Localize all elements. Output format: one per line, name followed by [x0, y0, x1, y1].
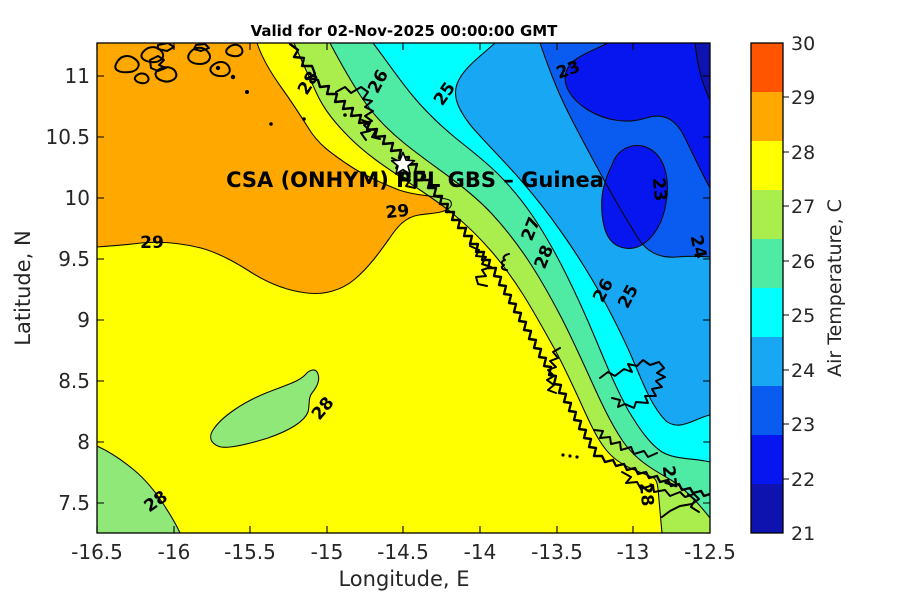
y-tick-label: 10.5 — [45, 125, 90, 149]
coastline-island-tangle — [599, 359, 666, 409]
coastline-top-tangle2 — [361, 119, 381, 140]
band-blue-upper-21-22 — [565, 43, 710, 188]
coastline-estuary-a2 — [500, 253, 510, 271]
x-tick-label: -12.5 — [684, 540, 736, 564]
y-axis: 11 10.5 10 9.5 9 8.5 8 7.5 Latitude, N — [11, 64, 90, 515]
colorbar-band — [751, 43, 783, 92]
x-tick-label: -15.5 — [224, 540, 276, 564]
x-tick-label: -14 — [464, 540, 497, 564]
y-tick-label: 11 — [65, 64, 90, 88]
colorbar-band — [751, 288, 783, 337]
band-blue-blob-23 — [601, 145, 668, 249]
x-tick-label: -14.5 — [377, 540, 429, 564]
plot-title: Valid for 02-Nov-2025 00:00:00 GMT — [251, 22, 559, 40]
contour-line-28-corner — [96, 445, 181, 534]
contour-label: 27 — [658, 465, 680, 491]
colorbar-band — [751, 141, 783, 190]
axis-tick-marks — [96, 43, 710, 533]
contour-label: 23 — [648, 177, 670, 203]
colorbar-tick-label: 24 — [791, 360, 815, 382]
y-axis-label: Latitude, N — [11, 230, 35, 346]
colorbar-tick-label: 25 — [791, 305, 815, 327]
island — [114, 55, 140, 74]
coastline-estuary-d — [593, 429, 658, 458]
band-green-corner-28 — [97, 446, 180, 533]
colorbar-tick-label: 26 — [791, 251, 815, 273]
colorbar-tick-label: 23 — [791, 414, 815, 436]
y-tick-label: 8 — [77, 430, 90, 454]
x-tick-label: -15 — [311, 540, 344, 564]
temperature-field — [97, 43, 710, 533]
island — [149, 55, 167, 72]
colorbar-band — [751, 484, 783, 533]
colorbar-tick-label: 21 — [791, 523, 815, 545]
colorbar-band — [751, 386, 783, 435]
contour-line-22-corner — [694, 42, 711, 101]
coastline-bottom-tangle — [621, 471, 700, 518]
contour-label: 24 — [686, 233, 711, 260]
colorbar-tick-label: 22 — [791, 469, 815, 491]
colorbar: 30 29 28 27 26 25 24 23 22 21 Air Temper… — [750, 33, 846, 545]
colorbar-band — [751, 190, 783, 239]
colorbar-band — [751, 435, 783, 484]
colorbar-tick-label: 29 — [791, 87, 815, 109]
contour-line-29 — [96, 42, 452, 295]
contour-line-23-upper — [564, 42, 711, 189]
coastline — [114, 42, 712, 518]
y-tick-label: 10 — [65, 186, 90, 210]
y-tick-label: 9 — [77, 308, 90, 332]
x-axis-label: Longitude, E — [338, 567, 469, 591]
contour-line-26 — [372, 42, 711, 463]
y-tick-label: 7.5 — [58, 491, 90, 515]
x-tick-label: -16 — [158, 540, 191, 564]
islet-dots — [215, 65, 579, 459]
colorbar-band — [751, 337, 783, 386]
x-axis: -16.5 -16 -15.5 -15 -14.5 -14 -13.5 -13 … — [71, 540, 736, 591]
band-navy-corner — [695, 43, 710, 100]
colorbar-tick-label: 28 — [791, 142, 815, 164]
colorbar-tick-label: 27 — [791, 196, 815, 218]
coastline-estuary-a — [469, 245, 492, 287]
x-tick-label: -13.5 — [531, 540, 583, 564]
band-green-blob-28 — [210, 369, 319, 448]
colorbar-band — [751, 239, 783, 288]
island — [193, 43, 210, 52]
coastline-estuary-b — [546, 347, 561, 394]
contour-line-27 — [329, 42, 711, 519]
island — [154, 66, 178, 83]
contour-line-24 — [539, 42, 711, 258]
island — [225, 43, 244, 58]
island — [140, 46, 165, 64]
contour-line-23-blob — [601, 145, 668, 249]
y-tick-label: 8.5 — [58, 369, 90, 393]
colorbar-border — [750, 42, 784, 534]
colorbar-axis-label: Air Temperature, C — [824, 199, 846, 377]
colorbar-band — [751, 92, 783, 141]
island — [133, 72, 150, 85]
star-marker-icon — [390, 151, 416, 175]
colorbar-tick-marks — [783, 96, 789, 480]
contour-line-28-blob — [210, 369, 320, 448]
island — [209, 61, 231, 78]
colorbar-tick-label: 30 — [791, 33, 815, 55]
contour-label: 29 — [140, 233, 164, 253]
y-tick-label: 9.5 — [58, 247, 90, 271]
contour-label: 28 — [635, 482, 657, 508]
contour-line-25 — [454, 42, 711, 426]
island — [187, 46, 211, 65]
contour-label: 29 — [385, 201, 411, 223]
x-tick-label: -16.5 — [71, 540, 123, 564]
x-tick-label: -13 — [617, 540, 650, 564]
coastline-bottom-spur — [687, 493, 700, 513]
